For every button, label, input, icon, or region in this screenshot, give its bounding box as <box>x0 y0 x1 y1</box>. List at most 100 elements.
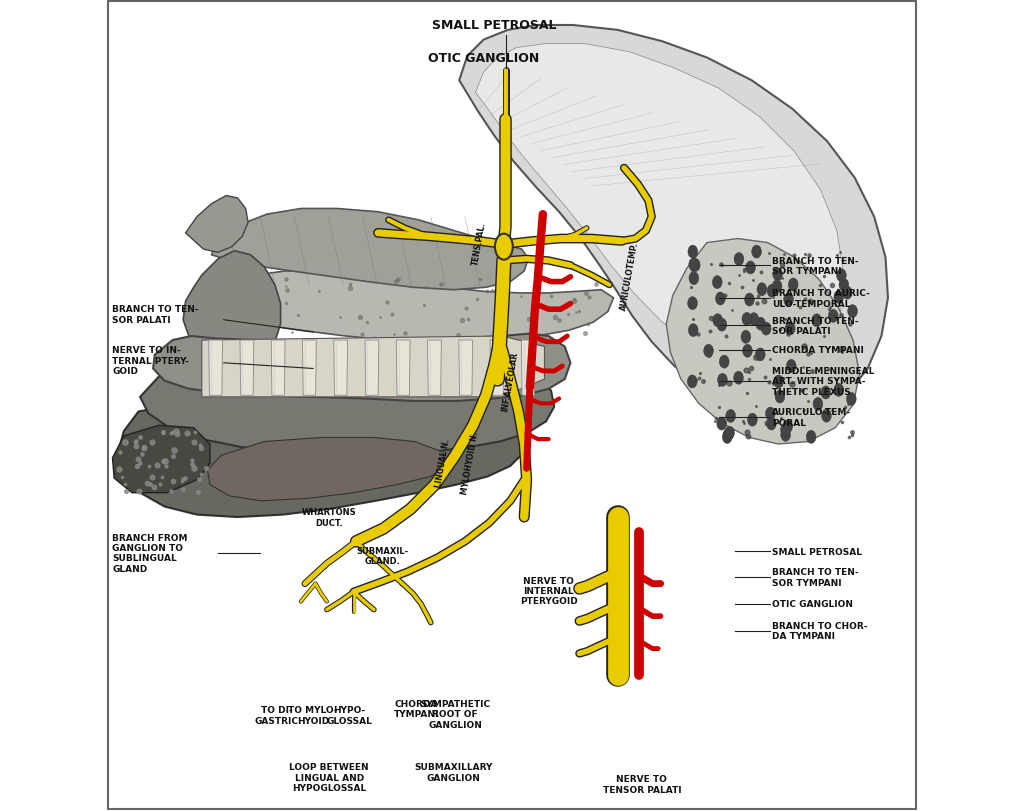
Text: INF.ALVEOLAR: INF.ALVEOLAR <box>501 350 520 412</box>
Text: BRANCH TO TEN-
SOR PALATI: BRANCH TO TEN- SOR PALATI <box>113 305 199 324</box>
Ellipse shape <box>756 318 766 331</box>
Text: NERVE TO IN-
TERNAL PTERY-
GOID: NERVE TO IN- TERNAL PTERY- GOID <box>113 346 189 375</box>
Ellipse shape <box>847 393 856 406</box>
Text: TO MYLO-
HYOID: TO MYLO- HYOID <box>289 706 338 725</box>
Polygon shape <box>208 438 445 501</box>
Text: SUBMAXIL-
GLAND.: SUBMAXIL- GLAND. <box>356 546 409 565</box>
Ellipse shape <box>828 310 838 323</box>
Ellipse shape <box>780 424 791 437</box>
Text: BRANCH FROM
GANGLION TO
SUBLINGUAL
GLAND: BRANCH FROM GANGLION TO SUBLINGUAL GLAND <box>113 533 188 573</box>
Ellipse shape <box>788 279 798 292</box>
Text: SYMPATHETIC
ROOT OF
GANGLION: SYMPATHETIC ROOT OF GANGLION <box>420 699 490 729</box>
Ellipse shape <box>843 287 852 300</box>
Text: HYPO-
GLOSSAL: HYPO- GLOSSAL <box>327 706 373 725</box>
Polygon shape <box>140 373 554 456</box>
Ellipse shape <box>774 375 783 388</box>
Ellipse shape <box>775 391 784 404</box>
Ellipse shape <box>726 410 735 423</box>
Text: BRANCH TO TEN-
SOR PALATI: BRANCH TO TEN- SOR PALATI <box>772 316 858 336</box>
Ellipse shape <box>689 259 698 272</box>
Ellipse shape <box>742 345 753 358</box>
Text: BRANCH TO AURIC-
ULO-TEMPORAL: BRANCH TO AURIC- ULO-TEMPORAL <box>772 289 869 308</box>
Text: OTIC GANGLION: OTIC GANGLION <box>772 599 853 609</box>
Ellipse shape <box>741 331 751 344</box>
Polygon shape <box>334 341 347 396</box>
Ellipse shape <box>780 429 791 442</box>
Ellipse shape <box>834 384 844 397</box>
Polygon shape <box>183 251 281 367</box>
Ellipse shape <box>767 418 776 431</box>
Ellipse shape <box>773 268 782 281</box>
Ellipse shape <box>689 272 698 285</box>
Polygon shape <box>365 341 379 396</box>
Polygon shape <box>209 341 222 396</box>
Text: NERVE TO
INTERNAL
PTERYGOID: NERVE TO INTERNAL PTERYGOID <box>519 576 578 606</box>
Ellipse shape <box>848 305 857 318</box>
Text: SUBMAXILLARY
GANGLION: SUBMAXILLARY GANGLION <box>415 762 493 782</box>
Ellipse shape <box>748 414 757 427</box>
Ellipse shape <box>806 431 816 444</box>
Text: BRANCH TO CHOR-
DA TYMPANI: BRANCH TO CHOR- DA TYMPANI <box>772 621 867 641</box>
Ellipse shape <box>744 294 755 307</box>
Polygon shape <box>302 341 316 396</box>
Polygon shape <box>521 341 536 396</box>
Text: MYLOHYOID N.: MYLOHYOID N. <box>460 430 479 495</box>
Ellipse shape <box>772 281 782 294</box>
Ellipse shape <box>813 398 823 411</box>
Ellipse shape <box>687 375 697 388</box>
Ellipse shape <box>725 427 734 440</box>
Ellipse shape <box>786 360 796 373</box>
Polygon shape <box>113 426 210 493</box>
Ellipse shape <box>713 315 723 328</box>
Polygon shape <box>459 26 888 422</box>
Ellipse shape <box>839 279 849 292</box>
Polygon shape <box>271 341 285 396</box>
Polygon shape <box>154 334 570 401</box>
Text: LINGUAL N.: LINGUAL N. <box>434 437 452 487</box>
Ellipse shape <box>723 429 733 442</box>
Ellipse shape <box>757 283 767 296</box>
Ellipse shape <box>756 349 765 362</box>
Ellipse shape <box>733 371 743 384</box>
Text: MIDDLE MENINGEAL
ART. WITH SYMPA-
THETIC PLEXUS: MIDDLE MENINGEAL ART. WITH SYMPA- THETIC… <box>772 367 874 396</box>
Ellipse shape <box>783 294 794 307</box>
Text: BRANCH TO TEN-
SOR TYMPANI: BRANCH TO TEN- SOR TYMPANI <box>772 256 858 276</box>
Ellipse shape <box>821 387 830 400</box>
Ellipse shape <box>713 277 722 290</box>
Ellipse shape <box>703 345 714 358</box>
Polygon shape <box>396 341 410 396</box>
Ellipse shape <box>688 324 698 337</box>
Ellipse shape <box>688 298 697 311</box>
Polygon shape <box>667 239 859 444</box>
Text: AURICULO-TEM-
PORAL: AURICULO-TEM- PORAL <box>772 408 851 427</box>
Polygon shape <box>240 341 254 396</box>
Ellipse shape <box>734 253 743 266</box>
Text: AURICULOTEMP.: AURICULOTEMP. <box>620 241 640 311</box>
Polygon shape <box>118 407 528 517</box>
Polygon shape <box>185 196 248 253</box>
Ellipse shape <box>688 246 697 259</box>
Ellipse shape <box>766 408 775 421</box>
Text: TO DI-
GASTRIC: TO DI- GASTRIC <box>255 706 299 725</box>
Text: BRANCH TO TEN-
SOR TYMPANI: BRANCH TO TEN- SOR TYMPANI <box>772 568 858 587</box>
Ellipse shape <box>767 285 777 298</box>
Polygon shape <box>459 341 473 396</box>
Polygon shape <box>202 272 613 342</box>
Ellipse shape <box>785 323 795 336</box>
Ellipse shape <box>752 246 762 259</box>
Ellipse shape <box>782 420 793 433</box>
Text: CHORDA
TYMPANI: CHORDA TYMPANI <box>393 699 439 719</box>
Ellipse shape <box>690 260 700 272</box>
Ellipse shape <box>834 291 844 304</box>
Ellipse shape <box>716 293 725 306</box>
Polygon shape <box>212 209 528 290</box>
Polygon shape <box>202 337 545 397</box>
Ellipse shape <box>717 319 727 332</box>
Polygon shape <box>475 45 844 377</box>
Ellipse shape <box>837 269 846 282</box>
Polygon shape <box>490 341 504 396</box>
Ellipse shape <box>722 431 732 444</box>
Polygon shape <box>428 341 441 396</box>
Ellipse shape <box>761 323 771 336</box>
Ellipse shape <box>812 315 821 328</box>
